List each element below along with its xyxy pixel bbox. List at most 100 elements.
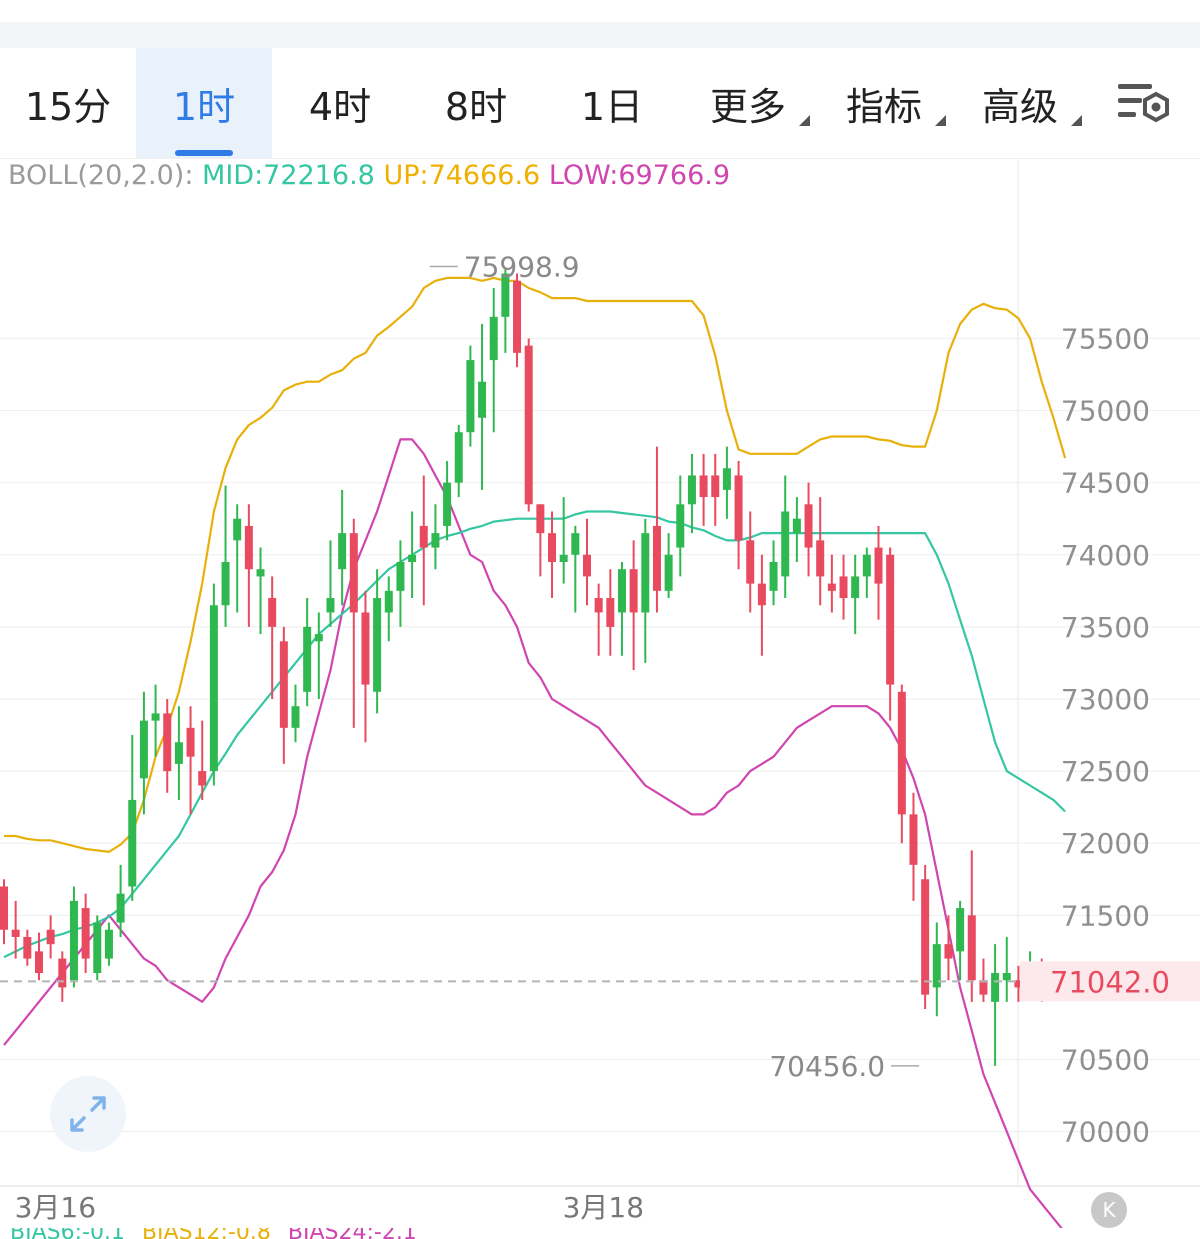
fullscreen-button[interactable]: [50, 1076, 126, 1152]
boll-up-line: [4, 276, 1067, 854]
candle-down: [81, 908, 90, 959]
candle-up: [256, 569, 265, 577]
active-tab-indicator: [175, 150, 233, 156]
candle-up: [303, 626, 312, 692]
current-price-label: 71042.0: [1050, 965, 1170, 999]
tab-label: 15分: [24, 84, 112, 129]
y-tick-label: 74000: [1061, 539, 1150, 572]
current-price-tag: [1020, 961, 1200, 1002]
candle-up: [174, 742, 183, 764]
tab-4hour[interactable]: 4时: [272, 48, 408, 158]
interval-tab-bar: 15分 1时 4时 8时 1日 更多 指标 高级: [0, 48, 1200, 159]
candle-up: [851, 576, 860, 599]
candle-up: [384, 590, 393, 613]
dropdown-caret-icon: [799, 115, 810, 126]
candle-down: [804, 504, 813, 548]
k-line-button[interactable]: K: [1091, 1192, 1127, 1228]
candle-down: [34, 951, 43, 974]
tab-label: 高级: [981, 84, 1058, 129]
y-tick-label: 71500: [1061, 899, 1150, 932]
y-tick-label: 70000: [1061, 1116, 1150, 1149]
y-tick-label: 73500: [1061, 611, 1150, 644]
candle-up: [792, 518, 801, 534]
candle-up: [571, 533, 580, 555]
tab-1hour[interactable]: 1时: [136, 48, 272, 158]
candle-down: [23, 936, 32, 959]
candle-down: [163, 713, 172, 772]
boll-mid-line: [3, 510, 1066, 959]
candle-up: [956, 908, 965, 952]
candle-down: [746, 540, 755, 584]
tab-label: 4时: [308, 84, 372, 129]
candle-up: [991, 973, 1000, 1002]
candle-down: [757, 583, 766, 606]
candle-down: [279, 641, 288, 728]
candle-down: [524, 345, 533, 505]
dropdown-caret-icon: [935, 115, 946, 126]
candle-up: [209, 605, 218, 772]
candle-down: [0, 886, 8, 930]
tab-1day[interactable]: 1日: [544, 48, 680, 158]
max-price-label: 75998.9: [464, 250, 580, 283]
bias6-value: BIAS6:-0.1: [10, 1228, 125, 1239]
candle-up: [676, 504, 685, 548]
tab-label: 指标: [845, 84, 922, 129]
candle-down: [629, 569, 638, 613]
candle-down: [967, 915, 976, 981]
boll-low-value: LOW:69766.9: [548, 160, 731, 191]
candle-down: [816, 540, 825, 577]
candle-down: [921, 879, 930, 995]
candle-up: [408, 554, 417, 562]
dropdown-caret-icon: [1071, 115, 1082, 126]
candle-down: [548, 533, 557, 562]
candle-up: [1002, 973, 1011, 981]
candle-down: [268, 598, 277, 627]
y-tick-label: 70500: [1061, 1044, 1150, 1077]
candle-down: [711, 475, 720, 498]
candle-up: [116, 893, 125, 923]
candle-down: [419, 525, 428, 548]
tab-indicators[interactable]: 指标: [816, 48, 952, 158]
candle-down: [652, 525, 661, 591]
candle-up: [454, 432, 463, 483]
tab-label: 更多: [709, 84, 786, 129]
candle-down: [198, 771, 207, 786]
candle-up: [221, 561, 230, 606]
candle-up: [373, 598, 382, 692]
chart-settings-button[interactable]: [1112, 78, 1172, 128]
candle-up: [478, 381, 487, 418]
candle-up: [559, 554, 568, 562]
candle-down: [699, 475, 708, 498]
candle-up: [233, 518, 242, 541]
y-tick-label: 74500: [1061, 467, 1150, 500]
boll-up-value: UP:74666.6: [383, 160, 541, 191]
y-tick-label: 72500: [1061, 755, 1150, 788]
y-tick-label: 75500: [1061, 322, 1150, 355]
candle-down: [897, 691, 906, 815]
candle-up: [722, 468, 731, 490]
candle-down: [58, 958, 67, 988]
tab-more[interactable]: 更多: [680, 48, 816, 158]
candle-up: [128, 799, 137, 887]
candle-up: [617, 569, 626, 613]
candle-down: [46, 929, 55, 945]
candle-down: [874, 547, 883, 584]
candle-up: [151, 713, 160, 721]
candle-down: [349, 533, 358, 613]
candle-up: [396, 561, 405, 591]
candle-up: [443, 482, 452, 526]
chart-settings-icon: [1118, 84, 1169, 123]
tab-15min[interactable]: 15分: [0, 48, 136, 158]
min-price-label: 70456.0: [769, 1050, 885, 1083]
candle-down: [513, 280, 522, 353]
candle-up: [326, 598, 335, 613]
bias24-value: BIAS24:-2.1: [288, 1228, 417, 1239]
candle-up: [687, 475, 696, 505]
candle-down: [827, 583, 836, 591]
tab-advanced[interactable]: 高级: [952, 48, 1088, 158]
candle-up: [314, 634, 323, 642]
candle-up: [862, 554, 871, 577]
tab-8hour[interactable]: 8时: [408, 48, 544, 158]
candle-up: [769, 561, 778, 591]
